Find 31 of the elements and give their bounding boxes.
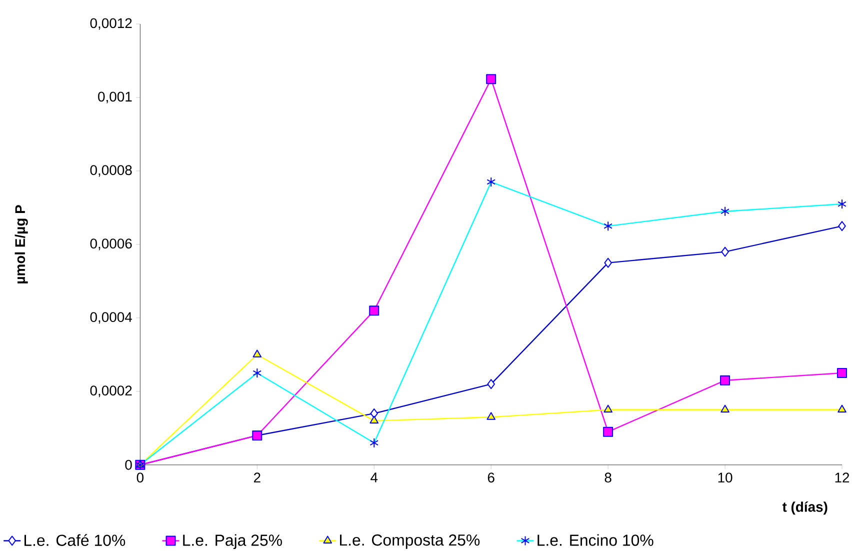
point <box>486 412 496 420</box>
legend-label: L.e. Café 10% <box>24 534 126 546</box>
y-tick-label: 0,0008 <box>90 165 132 177</box>
point <box>369 305 380 316</box>
point <box>838 404 846 412</box>
y-tick-label: 0,0006 <box>90 238 132 250</box>
point <box>720 375 730 386</box>
point <box>252 350 262 358</box>
y-tick-label: 0,0004 <box>90 312 132 324</box>
x-tick-label: 8 <box>604 472 612 482</box>
y-tick-label: 0 <box>125 460 132 470</box>
x-tick-label: 10 <box>718 472 732 482</box>
point <box>720 404 730 412</box>
x-axis-title: t (días) <box>782 501 828 514</box>
x-tick-label: 6 <box>488 472 494 482</box>
y-tick-label: 0,001 <box>98 92 132 104</box>
x-tick-label: 4 <box>370 472 378 482</box>
x-tick-label: 2 <box>254 472 260 482</box>
legend-label: L.e. Composta 25% <box>340 534 480 549</box>
legend-label: L.e. Paja 25% <box>183 534 282 549</box>
point <box>603 426 614 437</box>
point <box>370 416 379 424</box>
x-tick-label: 12 <box>835 472 850 482</box>
point <box>604 404 612 412</box>
x-tick-label: 0 <box>136 472 144 482</box>
y-axis-title: µmol E/µg P <box>14 204 28 284</box>
point <box>486 74 496 84</box>
y-tick-label: 0,0012 <box>90 18 132 30</box>
legend-label: L.e. Encino 10% <box>538 534 654 546</box>
y-tick-label: 0,0002 <box>90 385 132 397</box>
point <box>837 368 848 378</box>
